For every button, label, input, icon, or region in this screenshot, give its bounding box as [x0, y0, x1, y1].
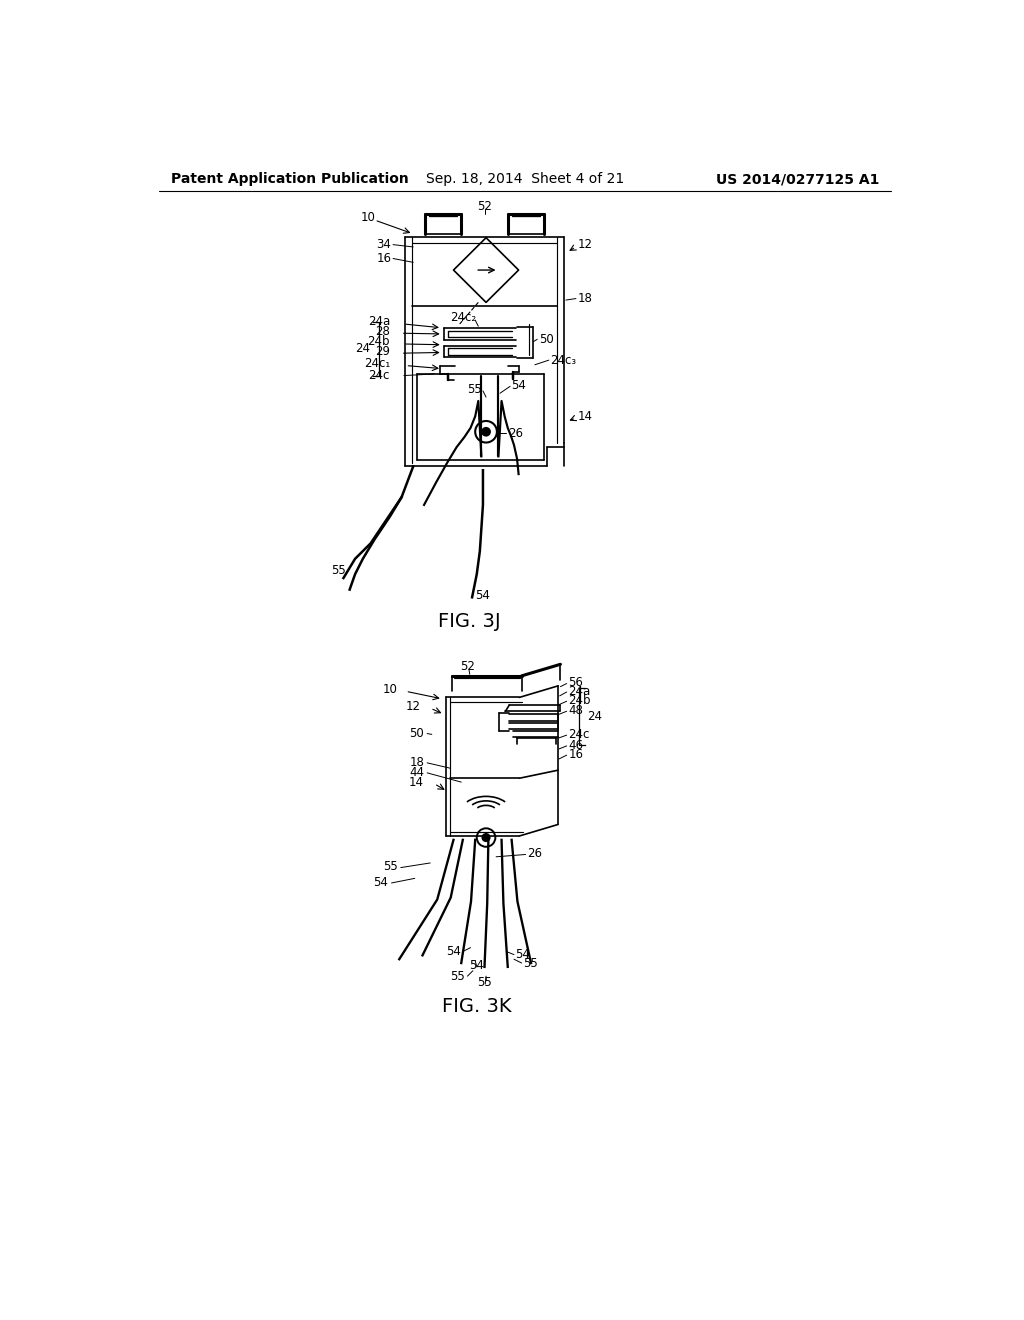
- Text: 16: 16: [377, 252, 391, 265]
- Circle shape: [482, 834, 489, 841]
- Text: 16: 16: [568, 748, 584, 760]
- Text: 26: 26: [508, 426, 522, 440]
- Text: 10: 10: [360, 211, 376, 224]
- Text: 55: 55: [477, 975, 492, 989]
- Text: 24b: 24b: [568, 694, 591, 708]
- Text: 18: 18: [578, 292, 592, 305]
- Text: 28: 28: [375, 325, 390, 338]
- Text: 52: 52: [460, 660, 475, 673]
- Text: 24b: 24b: [368, 335, 390, 348]
- Text: 50: 50: [539, 333, 554, 346]
- Text: 24c₃: 24c₃: [550, 354, 577, 367]
- Text: 24a: 24a: [368, 315, 390, 329]
- Text: 54: 54: [515, 948, 530, 961]
- Text: 24c: 24c: [369, 370, 390, 381]
- Text: 24c₁: 24c₁: [364, 358, 390, 371]
- Text: 55: 55: [383, 861, 397, 874]
- Text: 46: 46: [568, 739, 584, 751]
- Text: 55: 55: [332, 564, 346, 577]
- Text: 55: 55: [451, 970, 465, 982]
- Text: 24c₂: 24c₂: [450, 310, 476, 323]
- Circle shape: [481, 426, 490, 437]
- Text: 26: 26: [527, 847, 542, 861]
- Text: 50: 50: [410, 727, 424, 741]
- Text: 55: 55: [467, 383, 481, 396]
- Text: 55: 55: [523, 957, 538, 970]
- Text: 54: 54: [512, 379, 526, 392]
- Text: 52: 52: [477, 199, 492, 213]
- Text: 56: 56: [568, 676, 583, 689]
- Text: 14: 14: [578, 409, 593, 422]
- Text: 54: 54: [469, 958, 484, 972]
- Text: 54: 54: [446, 945, 461, 958]
- Text: 24a: 24a: [568, 685, 591, 698]
- Text: 54: 54: [475, 589, 490, 602]
- Text: 24: 24: [588, 710, 602, 723]
- Text: 18: 18: [410, 756, 424, 770]
- Text: 54: 54: [373, 875, 388, 888]
- Text: Sep. 18, 2014  Sheet 4 of 21: Sep. 18, 2014 Sheet 4 of 21: [426, 172, 624, 186]
- Text: 44: 44: [409, 766, 424, 779]
- Text: FIG. 3J: FIG. 3J: [437, 612, 501, 631]
- Text: 14: 14: [409, 776, 424, 789]
- Text: 12: 12: [406, 700, 421, 713]
- Text: 24: 24: [355, 342, 371, 355]
- Text: US 2014/0277125 A1: US 2014/0277125 A1: [717, 172, 880, 186]
- Text: 48: 48: [568, 704, 583, 717]
- Text: 12: 12: [578, 238, 593, 251]
- Text: 24c: 24c: [568, 727, 590, 741]
- Text: 34: 34: [377, 238, 391, 251]
- Text: Patent Application Publication: Patent Application Publication: [171, 172, 409, 186]
- Text: FIG. 3K: FIG. 3K: [442, 998, 512, 1016]
- Text: 29: 29: [375, 345, 390, 358]
- Text: 10: 10: [383, 684, 397, 696]
